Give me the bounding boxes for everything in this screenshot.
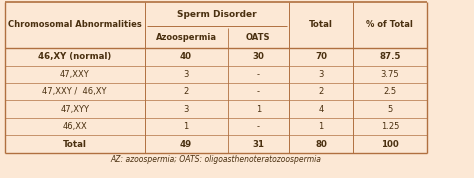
Text: 47,XYY: 47,XYY (60, 105, 89, 114)
Text: OATS: OATS (246, 33, 271, 42)
Text: 46,XX: 46,XX (62, 122, 87, 131)
Text: 3.75: 3.75 (381, 70, 399, 79)
Text: 1: 1 (255, 105, 261, 114)
Text: % of Total: % of Total (366, 20, 413, 29)
Text: Sperm Disorder: Sperm Disorder (177, 10, 256, 19)
Text: 3: 3 (183, 70, 189, 79)
Text: 1: 1 (183, 122, 189, 131)
Text: 4: 4 (319, 105, 324, 114)
Text: -: - (257, 122, 260, 131)
Text: 1.25: 1.25 (381, 122, 399, 131)
Text: 40: 40 (180, 52, 192, 61)
Text: AZ: azoospermia; OATS: oligoasthenoteratozoospermia: AZ: azoospermia; OATS: oligoasthenoterat… (110, 155, 321, 164)
Text: Total: Total (63, 140, 87, 148)
Text: 3: 3 (183, 105, 189, 114)
Text: 2: 2 (183, 87, 189, 96)
Text: 80: 80 (315, 140, 327, 148)
Text: 1: 1 (319, 122, 324, 131)
Text: 5: 5 (387, 105, 392, 114)
Text: 49: 49 (180, 140, 192, 148)
Text: 31: 31 (252, 140, 264, 148)
Text: 87.5: 87.5 (379, 52, 401, 61)
Text: Total: Total (309, 20, 333, 29)
Text: 47,XXY: 47,XXY (60, 70, 90, 79)
Text: Azoospermia: Azoospermia (155, 33, 217, 42)
Text: 100: 100 (381, 140, 399, 148)
Text: -: - (257, 87, 260, 96)
Text: 70: 70 (315, 52, 327, 61)
Text: -: - (257, 70, 260, 79)
Text: 46,XY (normal): 46,XY (normal) (38, 52, 111, 61)
Bar (5, 2, 427, 153)
Text: Chromosomal Abnormalities: Chromosomal Abnormalities (8, 20, 142, 29)
Text: 2: 2 (319, 87, 324, 96)
Text: 30: 30 (252, 52, 264, 61)
Text: 2.5: 2.5 (383, 87, 396, 96)
Text: 47,XXY /  46,XY: 47,XXY / 46,XY (42, 87, 107, 96)
Text: 3: 3 (319, 70, 324, 79)
